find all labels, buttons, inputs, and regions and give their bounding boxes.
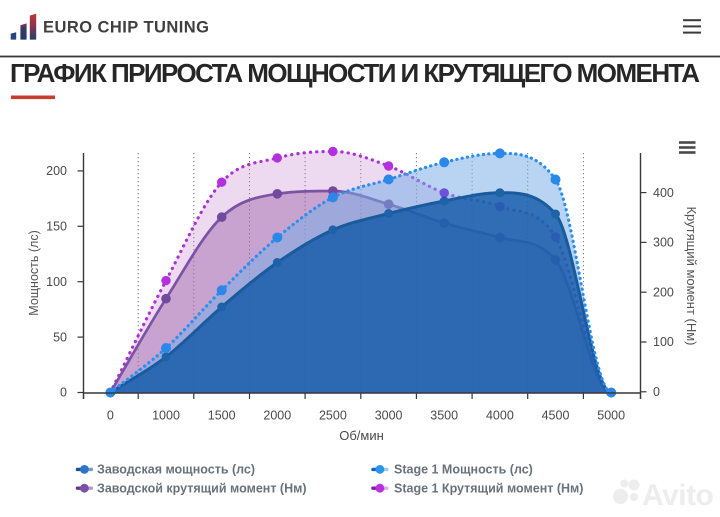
svg-text:4500: 4500 bbox=[542, 409, 570, 423]
svg-text:3000: 3000 bbox=[375, 409, 403, 423]
svg-text:Крутящий момент (Нм): Крутящий момент (Нм) bbox=[684, 206, 699, 345]
svg-text:0: 0 bbox=[107, 409, 114, 423]
svg-text:5000: 5000 bbox=[597, 409, 625, 423]
svg-text:1000: 1000 bbox=[152, 409, 180, 423]
svg-text:3500: 3500 bbox=[430, 409, 458, 423]
svg-text:EURO CHIP TUNING: EURO CHIP TUNING bbox=[43, 19, 209, 37]
svg-text:Stage 1 Мощность (лс): Stage 1 Мощность (лс) bbox=[394, 463, 533, 477]
svg-text:Stage 1 Крутящий момент (Нм): Stage 1 Крутящий момент (Нм) bbox=[394, 482, 583, 496]
svg-text:0: 0 bbox=[60, 386, 67, 400]
svg-text:2500: 2500 bbox=[319, 409, 347, 423]
svg-text:Заводской крутящий момент (Нм): Заводской крутящий момент (Нм) bbox=[97, 482, 307, 496]
svg-text:300: 300 bbox=[653, 236, 674, 250]
svg-text:2000: 2000 bbox=[263, 409, 291, 423]
svg-text:Об/мин: Об/мин bbox=[339, 428, 384, 443]
svg-text:200: 200 bbox=[46, 164, 67, 178]
svg-text:50: 50 bbox=[53, 330, 67, 344]
svg-text:150: 150 bbox=[46, 220, 67, 234]
svg-text:100: 100 bbox=[46, 275, 67, 289]
svg-text:0: 0 bbox=[653, 385, 660, 399]
svg-text:4000: 4000 bbox=[486, 409, 514, 423]
svg-text:Avito: Avito bbox=[642, 479, 714, 512]
svg-text:400: 400 bbox=[653, 186, 674, 200]
svg-text:Заводская мощность (лс): Заводская мощность (лс) bbox=[97, 463, 255, 477]
svg-text:100: 100 bbox=[653, 335, 674, 349]
svg-text:Мощность (лс): Мощность (лс) bbox=[27, 230, 41, 315]
svg-text:200: 200 bbox=[653, 285, 674, 299]
svg-text:1500: 1500 bbox=[208, 409, 236, 423]
svg-text:ГРАФИК ПРИРОСТА МОЩНОСТИ И КРУ: ГРАФИК ПРИРОСТА МОЩНОСТИ И КРУТЯЩЕГО МОМ… bbox=[10, 58, 700, 88]
